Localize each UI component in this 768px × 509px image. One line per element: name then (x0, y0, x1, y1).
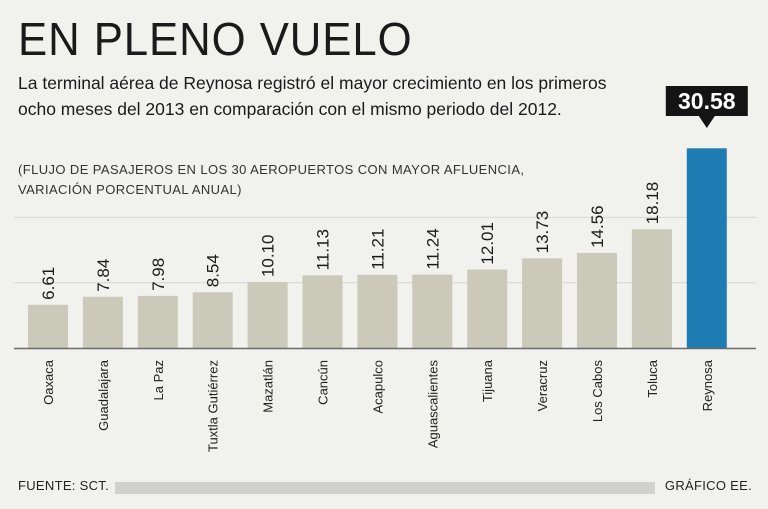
credit-label: GRÁFICO EE. (664, 478, 752, 493)
data-label: 14.56 (588, 205, 607, 248)
data-label: 7.84 (94, 259, 113, 292)
bar (631, 229, 672, 348)
category-label: Los Cabos (590, 360, 605, 423)
data-label: 18.18 (643, 182, 662, 225)
value-callout (665, 86, 748, 116)
data-label: 10.10 (259, 235, 278, 278)
data-label: 11.24 (423, 228, 442, 269)
category-label: Guadalajara (96, 359, 111, 431)
data-label: 8.54 (204, 254, 223, 287)
footer-bar (115, 482, 655, 494)
bar (467, 269, 508, 348)
data-label: 11.21 (368, 229, 387, 270)
data-label: 6.61 (39, 267, 58, 300)
bar (192, 292, 233, 348)
data-label: 13.73 (533, 211, 552, 254)
category-label: Reynosa (700, 359, 715, 411)
category-label: Aguascalientes (425, 360, 440, 449)
category-label: Mazatlán (261, 360, 276, 413)
bar (137, 295, 178, 348)
data-label: 30.58 (678, 88, 736, 114)
bar (686, 148, 727, 348)
category-label: Tijuana (480, 359, 495, 402)
bar (577, 252, 617, 348)
bar (28, 304, 68, 348)
bar (82, 296, 123, 348)
chart-subtitle: La terminal aérea de Reynosa registró el… (18, 73, 607, 119)
bar (412, 274, 453, 348)
callout-pointer (698, 116, 715, 128)
data-label: 12.01 (478, 222, 497, 265)
chart-title: EN PLENO VUELO (18, 13, 413, 65)
bar (357, 274, 398, 348)
category-label: Acapulco (370, 360, 385, 413)
category-label: Toluca (645, 359, 660, 397)
bar (522, 258, 563, 348)
bar (302, 275, 343, 348)
bar (247, 282, 288, 348)
category-label: Veracruz (535, 360, 550, 411)
category-label: Tuxtla Gutiérrez (206, 360, 221, 452)
category-label: Oaxaca (41, 359, 56, 405)
chart-note: (FLUJO DE PASAJEROS EN LOS 30 AEROPUERTO… (18, 162, 525, 197)
source-label: FUENTE: SCT. (18, 478, 109, 493)
category-label: La Paz (151, 360, 166, 400)
data-label: 7.98 (149, 258, 168, 291)
data-label: 11.13 (314, 229, 333, 270)
category-label: Cancún (316, 360, 331, 405)
